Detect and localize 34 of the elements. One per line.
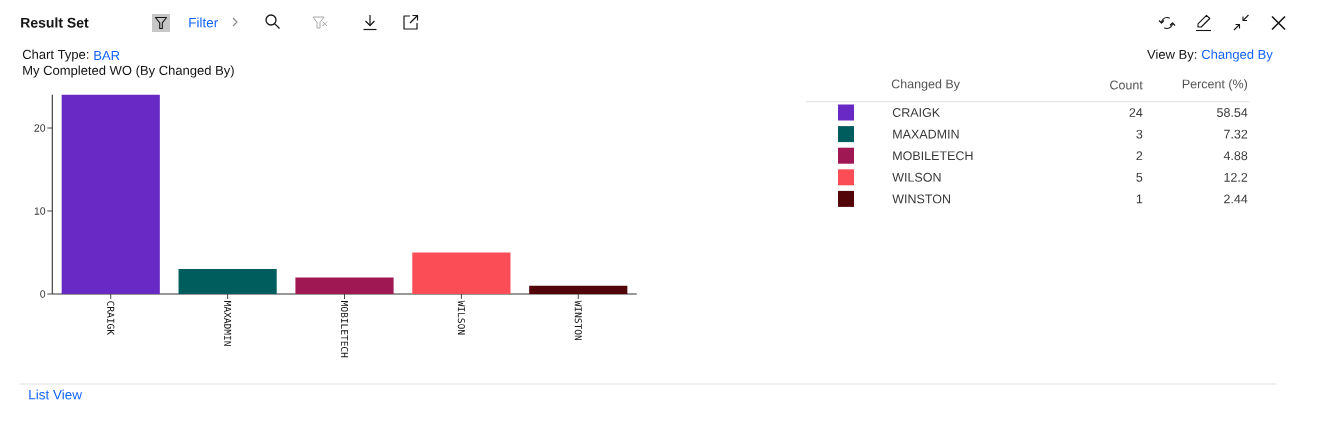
x-tick-label: WILSON <box>457 300 465 335</box>
text: Changed By <box>1201 49 1273 62</box>
category-label: WILSON <box>892 172 941 182</box>
category-label: CRAIGK <box>892 108 940 117</box>
text: BAR <box>94 51 120 60</box>
category-label: WINSTON <box>892 194 950 204</box>
text: Count <box>1110 80 1143 90</box>
y-tick-label: 10 <box>34 207 46 215</box>
text: 4.88 <box>1223 151 1248 161</box>
text: Chart Type: <box>22 49 89 62</box>
text: 7.32 <box>1224 129 1248 139</box>
chart-title: My Completed WO (By Changed By) <box>23 65 234 78</box>
x-tick-label: CRAIGK <box>107 301 115 335</box>
y-tick-label: 0 <box>40 290 46 298</box>
text: Result Set <box>21 17 89 28</box>
text: Percent (%) <box>1182 79 1248 91</box>
legend-title: Changed By <box>891 79 960 91</box>
text: View By: <box>1147 49 1197 62</box>
category-label: MOBILETECH <box>893 151 973 161</box>
category-label: MAXADMIN <box>893 129 959 139</box>
text: 5 <box>1136 172 1143 182</box>
x-tick-label: WINSTON <box>574 300 582 341</box>
text: 24 <box>1129 108 1143 117</box>
text: 3 <box>1136 129 1143 139</box>
y-tick-label: 20 <box>34 124 46 132</box>
text: 2.44 <box>1224 194 1248 204</box>
text: List View <box>29 389 83 400</box>
text: 12.2 <box>1224 172 1248 182</box>
text: 2 <box>1136 151 1143 161</box>
text: Filter <box>189 17 218 28</box>
text: 58.54 <box>1217 108 1248 117</box>
text: 1 <box>1136 194 1143 204</box>
x-tick-label: MOBILETECH <box>340 301 349 358</box>
x-tick-label: MAXADMIN <box>224 301 232 346</box>
